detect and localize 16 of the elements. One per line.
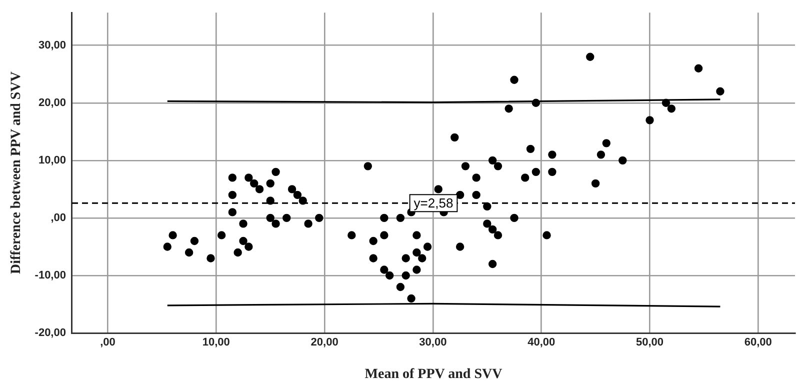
x-axis-title: Mean of PPV and SVV (364, 367, 502, 382)
y-tick-label: 20,00 (38, 96, 66, 109)
x-tick-label: 20,00 (310, 336, 338, 349)
ref-line-label: y=2,58 (414, 196, 454, 211)
x-tick-label: 50,00 (636, 336, 664, 349)
y-tick-label: ,00 (50, 212, 66, 224)
y-tick-label: -10,00 (34, 270, 66, 282)
x-tick-label: 10,00 (202, 336, 230, 349)
y-tick-label: 30,00 (38, 39, 66, 52)
y-tick-label: -20,00 (34, 327, 66, 340)
x-tick-label: 40,00 (528, 336, 556, 349)
y-tick-label: 10,00 (38, 154, 66, 166)
y-axis-title: Difference between PPV and SVV (9, 72, 24, 274)
x-tick-label: 60,00 (744, 336, 772, 349)
x-tick-label: 30,00 (419, 336, 447, 349)
x-tick-label: ,00 (100, 336, 116, 349)
